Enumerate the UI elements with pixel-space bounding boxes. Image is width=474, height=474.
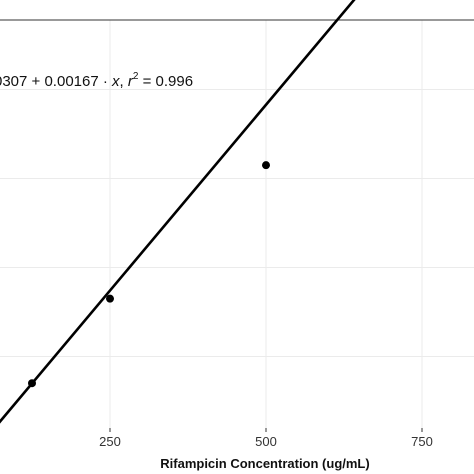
data-point: [106, 294, 114, 303]
data-points: [28, 161, 270, 388]
x-axis-title: Rifampicin Concentration (ug/mL): [160, 456, 369, 471]
x-tick-label: 500: [255, 434, 277, 449]
regression-equation: 0307 + 0.00167 · x, r2 = 0.996: [0, 71, 193, 90]
grid-lines: [0, 20, 474, 428]
x-tick-label: 750: [411, 434, 433, 449]
x-axis-ticks: 250 500 750: [99, 428, 433, 449]
data-point: [262, 161, 270, 170]
data-point: [28, 379, 36, 388]
x-tick-label: 250: [99, 434, 121, 449]
